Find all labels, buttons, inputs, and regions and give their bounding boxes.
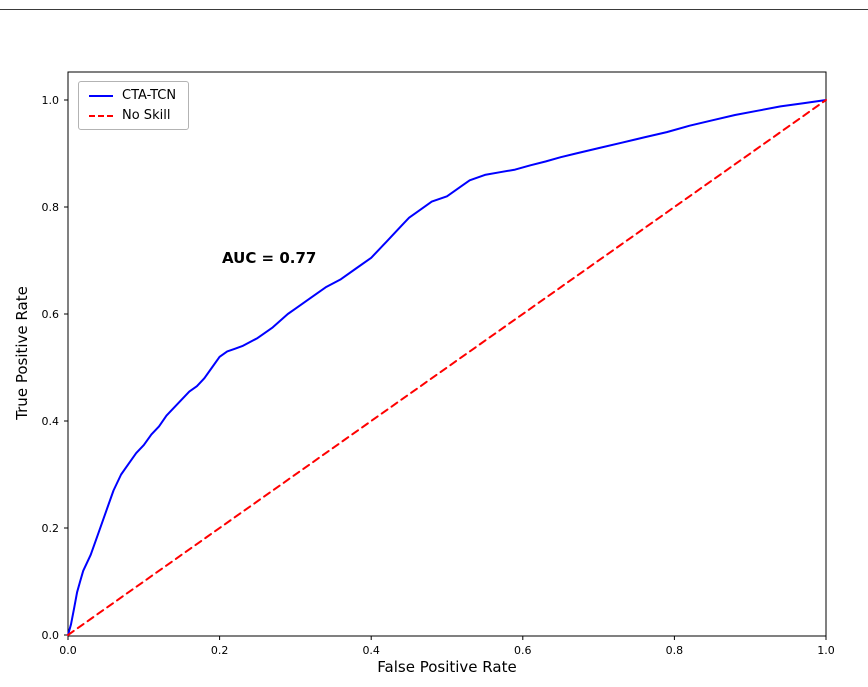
axes-frame — [67, 71, 827, 637]
legend-item-no-skill: No Skill — [89, 108, 176, 123]
y-tick-label: 0.2 — [42, 522, 60, 535]
y-tick-label: 1.0 — [42, 94, 60, 107]
series-line-no-skill — [67, 99, 827, 636]
cta-tcn-line-swatch — [89, 94, 113, 97]
x-tick-label: 0.2 — [211, 644, 229, 657]
x-tick-label: 0.6 — [514, 644, 532, 657]
legend-label-cta-tcn: CTA-TCN — [122, 88, 177, 103]
top-divider — [0, 9, 868, 10]
y-tick-label: 0.8 — [42, 201, 60, 214]
y-tick-label: 0.4 — [42, 415, 60, 428]
y-tick-label: 0.6 — [42, 308, 60, 321]
legend-item-cta-tcn: CTA-TCN — [89, 88, 176, 103]
x-axis-label: False Positive Rate — [377, 658, 517, 676]
y-axis-label: True Positive Rate — [13, 286, 31, 420]
x-tick-label: 0.4 — [362, 644, 380, 657]
auc-annotation: AUC = 0.77 — [222, 249, 317, 267]
no-skill-line-swatch — [89, 114, 113, 117]
x-tick-label: 0.0 — [59, 644, 77, 657]
legend: CTA-TCN No Skill — [78, 81, 190, 130]
x-tick-label: 1.0 — [817, 644, 835, 657]
y-tick-label: 0.0 — [42, 629, 60, 642]
x-tick-label: 0.8 — [666, 644, 684, 657]
legend-label-no-skill: No Skill — [122, 108, 171, 123]
series-line-cta-tcn — [67, 99, 827, 636]
